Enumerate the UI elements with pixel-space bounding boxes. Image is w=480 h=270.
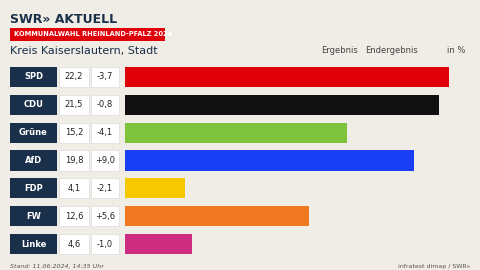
Text: Endergebnis: Endergebnis	[366, 46, 419, 55]
Bar	[10, 234, 57, 254]
Bar	[59, 178, 89, 198]
Text: FDP: FDP	[24, 184, 43, 193]
Bar	[59, 95, 89, 115]
Text: -2,1: -2,1	[97, 184, 113, 193]
Text: -0,8: -0,8	[97, 100, 113, 109]
Bar	[10, 206, 57, 226]
Bar	[59, 206, 89, 226]
Bar	[59, 123, 89, 143]
Bar	[59, 150, 89, 171]
Text: SPD: SPD	[24, 72, 43, 82]
Bar	[125, 206, 309, 226]
Bar	[125, 234, 192, 254]
Text: +5,6: +5,6	[95, 212, 115, 221]
Bar	[125, 67, 449, 87]
Text: 4,1: 4,1	[67, 184, 81, 193]
Text: infratest dimap / SWR»: infratest dimap / SWR»	[398, 264, 470, 269]
Bar	[91, 95, 119, 115]
Bar	[125, 178, 185, 198]
Text: Grüne: Grüne	[19, 128, 48, 137]
Text: -1,0: -1,0	[97, 239, 113, 249]
Text: 21,5: 21,5	[65, 100, 83, 109]
Text: +9,0: +9,0	[95, 156, 115, 165]
Bar	[91, 206, 119, 226]
Bar	[59, 234, 89, 254]
Bar	[59, 67, 89, 87]
Bar	[10, 95, 57, 115]
Bar	[91, 67, 119, 87]
Text: Linke: Linke	[21, 239, 46, 249]
Text: 15,2: 15,2	[65, 128, 83, 137]
Text: FW: FW	[26, 212, 41, 221]
Text: Kreis Kaiserslautern, Stadt: Kreis Kaiserslautern, Stadt	[10, 46, 157, 56]
Bar	[10, 67, 57, 87]
Bar	[91, 150, 119, 171]
Text: 19,8: 19,8	[65, 156, 83, 165]
Bar	[91, 178, 119, 198]
Bar	[125, 123, 347, 143]
Text: 22,2: 22,2	[65, 72, 83, 82]
Text: in %: in %	[447, 46, 465, 55]
Bar	[10, 123, 57, 143]
Text: -3,7: -3,7	[97, 72, 113, 82]
Bar	[91, 234, 119, 254]
Text: -4,1: -4,1	[97, 128, 113, 137]
Bar	[10, 150, 57, 171]
Text: 12,6: 12,6	[65, 212, 83, 221]
Text: SWR» AKTUELL: SWR» AKTUELL	[10, 13, 117, 26]
Bar	[91, 123, 119, 143]
Bar	[125, 150, 414, 171]
Text: KOMMUNALWAHL RHEINLAND-PFALZ 2024: KOMMUNALWAHL RHEINLAND-PFALZ 2024	[14, 32, 172, 38]
Text: 4,6: 4,6	[67, 239, 81, 249]
Bar	[10, 178, 57, 198]
Text: AfD: AfD	[25, 156, 42, 165]
Bar	[10, 28, 165, 41]
Bar	[125, 95, 439, 115]
Text: Ergebnis: Ergebnis	[322, 46, 359, 55]
Text: Stand: 11.06.2024, 14:35 Uhr: Stand: 11.06.2024, 14:35 Uhr	[10, 264, 104, 269]
Text: CDU: CDU	[24, 100, 43, 109]
